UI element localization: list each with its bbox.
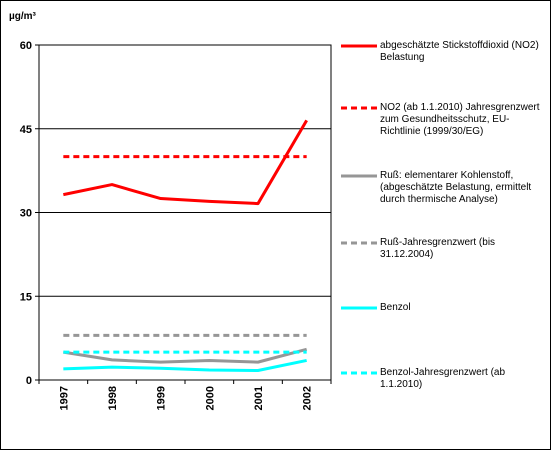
x-tick-label: 1999	[156, 386, 168, 410]
x-tick-label: 1997	[58, 386, 70, 410]
x-tick-label: 2001	[253, 386, 265, 410]
y-tick-label: 60	[20, 40, 32, 52]
x-tick-label: 2000	[204, 386, 216, 410]
series-line-5	[63, 358, 307, 373]
x-tick-label: 2002	[302, 386, 314, 410]
y-axis-unit-label: µg/m³	[9, 11, 37, 22]
series-lines	[63, 119, 308, 373]
x-tick-label: 1998	[107, 386, 119, 410]
legend-label-1: abgeschätzte Stickstoffdioxid (NO2) Bela…	[380, 40, 539, 63]
axes: 0 15 30 45 60 1997 1998 1999 2000 2001 2002	[20, 40, 332, 410]
legend-label-5: Benzol	[380, 302, 411, 313]
legend-label-6: Benzol-Jahresgrenzwert (ab 1.1.2010)	[380, 367, 506, 390]
legend-label-2: NO2 (ab 1.1.2010) Jahresgrenzwert zum Ge…	[380, 102, 540, 137]
gridlines	[39, 44, 331, 297]
y-tick-label: 15	[20, 291, 32, 303]
y-tick-label: 30	[20, 208, 32, 220]
legend-label-4: Ruß-Jahresgrenzwert (bis 31.12.2004)	[380, 237, 496, 260]
legend-swatches	[341, 44, 377, 375]
y-tick-label: 0	[26, 375, 32, 387]
series-line-3	[63, 347, 308, 364]
legend-label-3: Ruß: elementarer Kohlenstoff, (abgeschät…	[380, 170, 532, 205]
y-tick-label: 45	[20, 124, 32, 136]
series-line-1	[63, 119, 308, 206]
